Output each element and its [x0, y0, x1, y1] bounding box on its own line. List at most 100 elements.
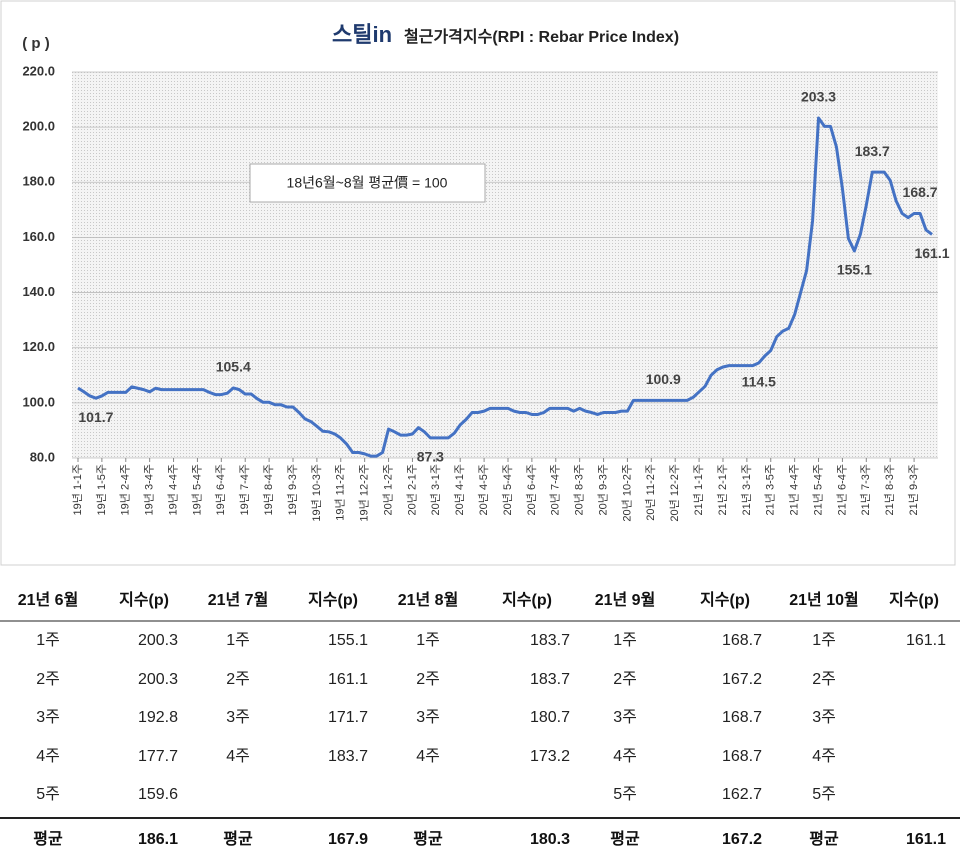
x-tick-label: 21년 5-4주: [811, 464, 824, 515]
table-cell: 1주: [812, 632, 836, 649]
data-label: 114.5: [742, 374, 776, 390]
table-footer: 161.1: [906, 831, 946, 848]
table-header: 지수(p): [308, 591, 358, 609]
x-tick-label: 19년 8-4주: [262, 464, 275, 515]
table-cell: 200.3: [138, 632, 178, 649]
x-tick-label: 20년 12-2주: [668, 464, 681, 522]
x-tick-label: 20년 9-3주: [596, 464, 609, 515]
data-label: 183.7: [855, 143, 890, 159]
table-footer: 167.9: [328, 831, 368, 848]
table-cell: 3주: [812, 709, 836, 726]
line: [77, 116, 933, 458]
table-header: 지수(p): [700, 591, 750, 609]
x-tick-label: 21년 3-5주: [764, 464, 777, 515]
x-tick-label: 21년 7-3주: [859, 464, 872, 515]
table-cell: 5주: [613, 786, 637, 803]
table-cell: 1주: [226, 632, 250, 649]
y-tick-label: 160.0: [22, 229, 55, 244]
table-cell: 2주: [416, 671, 440, 688]
table-cell: 168.7: [722, 748, 762, 765]
table-header: 21년 8월: [398, 590, 459, 609]
table-cell: 183.7: [530, 671, 570, 688]
x-tick-label: 19년 6-4주: [214, 464, 227, 515]
x-tick-label: 20년 6-4주: [525, 464, 538, 515]
x-tick-label: 20년 4-1주: [453, 464, 466, 515]
table-cell: 168.7: [722, 632, 762, 649]
x-tick-label: 20년 1-2주: [381, 464, 394, 515]
data-label: 161.1: [914, 245, 949, 261]
table-footer: 평균: [223, 830, 253, 848]
data-label: 101.7: [78, 409, 113, 425]
table-cell: 2주: [613, 671, 637, 688]
table-header: 21년 7월: [208, 590, 269, 609]
x-tick-label: 21년 6-4주: [835, 464, 848, 515]
table-cell: 171.7: [328, 709, 368, 726]
plot: 80.0 100.0 120.0 140.0 160.0 180.0 200.0 220.0 1…: [22, 63, 949, 521]
table-header: 지수(p): [502, 591, 552, 609]
table-cell: 167.2: [722, 671, 762, 688]
x-tick-label: 20년 11-2주: [644, 464, 657, 521]
table-cell: 4주: [226, 748, 250, 765]
table-header: 지수(p): [889, 591, 939, 609]
table-cell: 177.7: [138, 748, 178, 765]
table-header: 21년 10월: [789, 590, 858, 609]
table-footer: 167.2: [722, 831, 762, 848]
x-tick-label: 19년 12-2주: [358, 464, 371, 522]
table-cell: 2주: [226, 671, 250, 688]
x-tick-label: 21년 8-3주: [883, 464, 896, 515]
table-cell: 3주: [36, 709, 60, 726]
x-tick-label: 21년 3-1주: [740, 464, 753, 515]
data-label: 100.9: [646, 371, 681, 387]
table-cell: 192.8: [138, 709, 178, 726]
y-axis-label: ( p ): [22, 35, 50, 52]
x-tick-label: 20년 3-1주: [429, 464, 442, 515]
table-header: 21년 9월: [595, 590, 656, 609]
table-cell: 200.3: [138, 671, 178, 688]
annotation: 18년6월~8월 평균價 = 100: [287, 175, 448, 191]
x-tick-label: 19년 11-2주: [334, 464, 347, 521]
y-tick-label: 180.0: [22, 174, 55, 189]
table-cell: 183.7: [530, 632, 570, 649]
table-header: 지수(p): [119, 591, 169, 609]
table-cell: 2주: [36, 671, 60, 688]
x-tick-label: 19년 4-4주: [166, 464, 179, 515]
table-cell: 4주: [812, 748, 836, 765]
table-cell: 2주: [812, 671, 836, 688]
x-tick-label: 19년 1-1주: [71, 464, 84, 515]
table-cell: 180.7: [530, 709, 570, 726]
x-tick-label: 19년 7-4주: [238, 464, 251, 515]
chart-title: 철근가격지수(RPI : Rebar Price Index): [404, 28, 679, 46]
table-cell: 183.7: [328, 748, 368, 765]
data-label: 168.7: [903, 184, 938, 200]
y-tick-label: 140.0: [22, 284, 55, 299]
table-cell: 4주: [613, 748, 637, 765]
table-cell: 161.1: [328, 671, 368, 688]
logo: 스틸in: [332, 22, 392, 47]
x-tick-label: 20년 2-1주: [405, 464, 418, 515]
x-tick-label: 21년 2-1주: [716, 464, 729, 515]
table: 21년 6월 지수(p) 21년 7월 지수(p) 21년 8월 지수(p) 21년 9월 지…: [18, 590, 946, 848]
table-footer: 평균: [33, 830, 63, 848]
data-label: 155.1: [837, 262, 872, 278]
table-footer: 평균: [413, 830, 443, 848]
x-tick-label: 19년 9-3주: [286, 464, 299, 515]
table-cell: 173.2: [530, 748, 570, 765]
table-cell: 3주: [613, 709, 637, 726]
table-header: 21년 6월: [18, 590, 79, 609]
annotation-box: [249, 163, 486, 203]
table-cell: 3주: [226, 709, 250, 726]
table-footer: 180.3: [530, 831, 570, 848]
x-tick-label: 20년 5-4주: [501, 464, 514, 515]
x-tick-label: 21년 9-3주: [907, 464, 920, 515]
x-tick-label: 19년 5-4주: [190, 464, 203, 515]
table-cell: 1주: [416, 632, 440, 649]
y-tick-label: 100.0: [22, 394, 55, 409]
x-tick-label: 20년 7-4주: [549, 464, 562, 515]
y-tick-label: 220.0: [22, 63, 55, 78]
data-label: 105.4: [216, 359, 251, 375]
x-tick-label: 19년 1-5주: [95, 464, 108, 515]
table-cell: 4주: [36, 748, 60, 765]
table-cell: 1주: [36, 632, 60, 649]
table-cell: 159.6: [138, 786, 178, 803]
